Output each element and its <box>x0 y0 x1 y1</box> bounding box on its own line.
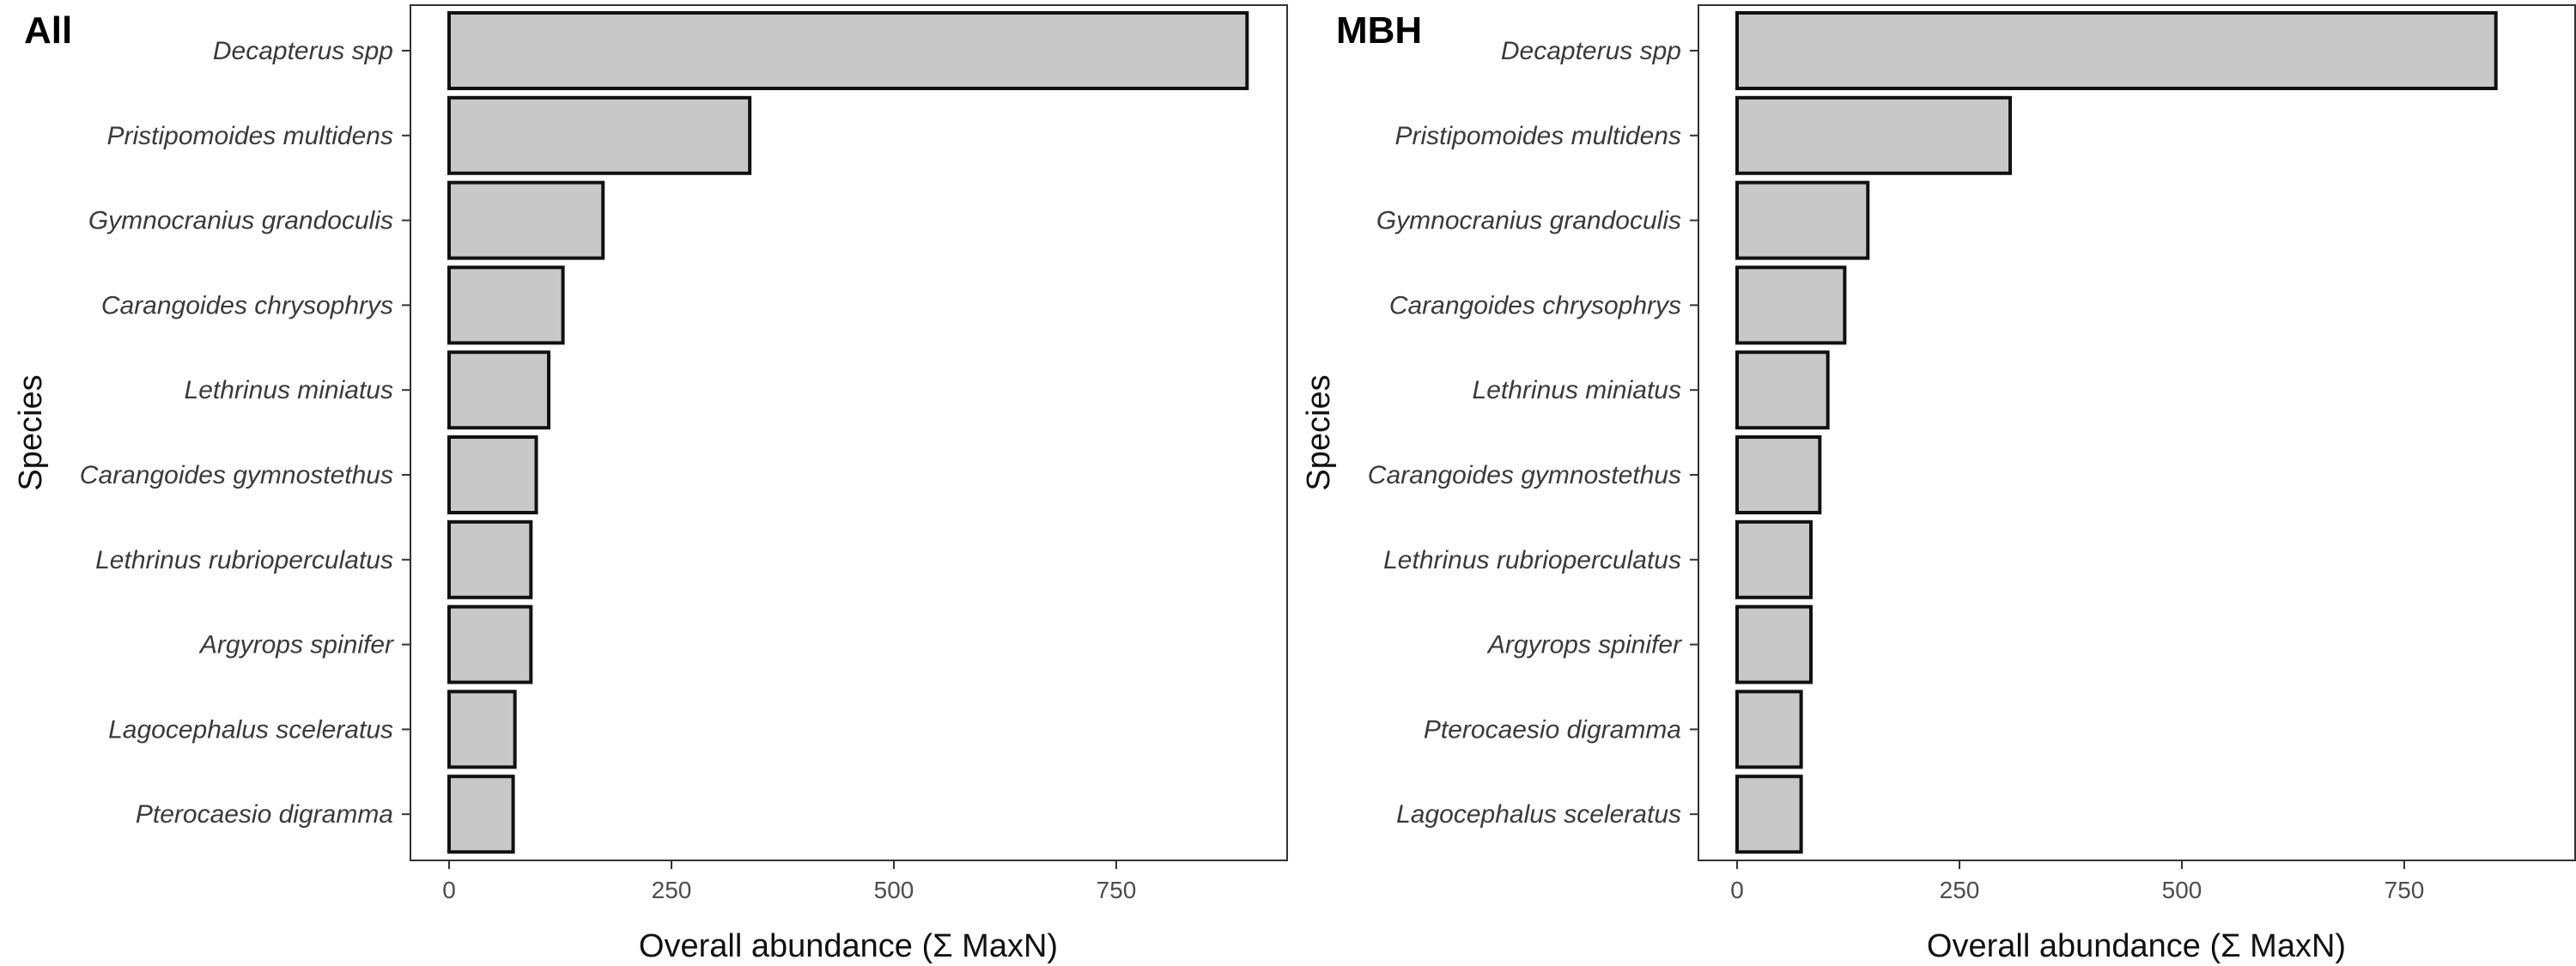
y-tick-label: Carangoides chrysophrys <box>1389 291 1681 319</box>
bar <box>447 265 565 345</box>
bar <box>1735 690 1803 769</box>
y-tick-label: Lethrinus rubrioperculatus <box>1383 546 1681 574</box>
bar <box>447 11 1249 90</box>
bar <box>1735 519 1813 599</box>
panel-title: All <box>24 9 72 52</box>
bar <box>447 775 515 854</box>
panel-title: MBH <box>1336 9 1422 52</box>
y-tick-label: Lagocephalus sceleratus <box>108 715 393 744</box>
bar <box>1735 11 2498 90</box>
bar <box>447 605 533 684</box>
y-tick-label: Carangoides gymnostethus <box>80 461 393 489</box>
bar <box>447 180 605 260</box>
y-tick-label: Pristipomoides multidens <box>1395 122 1681 150</box>
y-tick-label: Lethrinus miniatus <box>185 376 393 404</box>
bar <box>1735 180 1870 260</box>
y-tick-label: Lagocephalus sceleratus <box>1396 800 1681 829</box>
bar <box>1735 775 1803 854</box>
bar <box>1735 265 1847 345</box>
y-tick-label: Gymnocranius grandoculis <box>88 207 393 235</box>
bar <box>447 350 551 430</box>
y-tick-label: Carangoides chrysophrys <box>101 291 393 319</box>
bar <box>447 435 538 514</box>
y-tick-label: Gymnocranius grandoculis <box>1376 207 1681 235</box>
y-tick-label: Pterocaesio digramma <box>1424 715 1681 744</box>
panel-all: Decapterus spp Pristipomoides multidens Gy… <box>13 4 1288 964</box>
bar <box>1735 350 1830 430</box>
x-tick-label: 750 <box>1097 877 1137 903</box>
y-tick-label: Lethrinus rubrioperculatus <box>95 546 393 574</box>
y-tick-label: Pterocaesio digramma <box>136 800 393 829</box>
y-tick-label: Decapterus spp <box>213 37 393 65</box>
bar <box>447 95 752 175</box>
x-tick-label: 250 <box>1940 877 1980 903</box>
x-axis-title: Overall abundance (Σ MaxN) <box>639 928 1058 964</box>
x-axis-title: Overall abundance (Σ MaxN) <box>1927 928 2346 964</box>
bar <box>1735 95 2013 175</box>
y-tick-label: Decapterus spp <box>1501 37 1681 65</box>
y-tick-label: Argyrops spinifer <box>1486 631 1682 659</box>
bar <box>1735 435 1822 514</box>
y-tick-label: Pristipomoides multidens <box>107 122 393 150</box>
x-tick-label: 0 <box>442 877 456 903</box>
x-tick-label: 750 <box>2385 877 2425 903</box>
panel-mbh: Decapterus spp Pristipomoides multidens Gy… <box>1301 4 2576 964</box>
y-axis-title: Species <box>1301 374 1337 490</box>
bar <box>447 690 517 769</box>
x-tick-label: 500 <box>874 877 914 903</box>
x-tick-label: 250 <box>652 877 692 903</box>
x-tick-label: 500 <box>2162 877 2202 903</box>
bar <box>1735 605 1813 684</box>
y-tick-label: Carangoides gymnostethus <box>1368 461 1681 489</box>
y-tick-label: Argyrops spinifer <box>198 631 394 659</box>
y-axis-title: Species <box>13 374 49 490</box>
x-tick-label: 0 <box>1730 877 1744 903</box>
bar <box>447 519 533 599</box>
y-tick-label: Lethrinus miniatus <box>1473 376 1681 404</box>
